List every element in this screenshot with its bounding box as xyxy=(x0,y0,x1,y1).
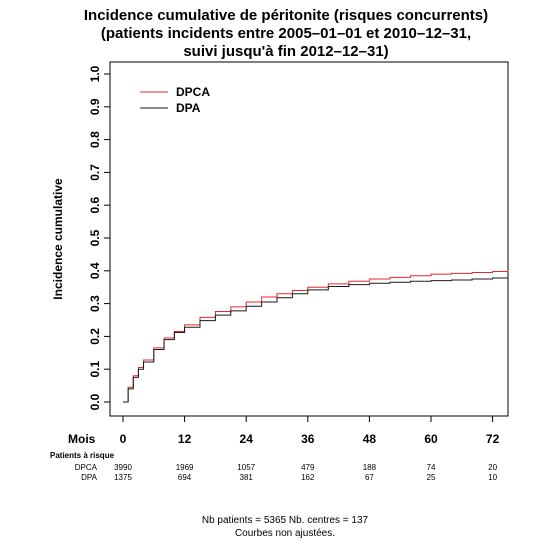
plot-frame xyxy=(109,61,509,417)
risk-table: DPCA 3990 1969 1057 479 188 74 20 DPA 1375 694 381 1… xyxy=(75,463,498,482)
series-line-dpa xyxy=(123,277,509,403)
risk-value: 10 xyxy=(488,473,497,482)
risk-value: 1969 xyxy=(176,463,194,472)
x-axis: 0 12 24 36 48 60 72 xyxy=(120,415,500,446)
risk-value: 3990 xyxy=(114,463,132,472)
risk-row-label: DPCA xyxy=(75,463,98,472)
x-tick-label: 72 xyxy=(486,432,500,446)
risk-value: 694 xyxy=(178,473,192,482)
y-tick-label: 0.2 xyxy=(88,328,102,345)
risk-value: 67 xyxy=(365,473,374,482)
risk-value: 188 xyxy=(363,463,377,472)
x-tick-label: 12 xyxy=(178,432,192,446)
risk-value: 25 xyxy=(427,473,436,482)
legend-label-dpa: DPA xyxy=(176,101,201,115)
footer-line-1: Nb patients = 5365 Nb. centres = 137 xyxy=(202,515,369,526)
x-tick-label: 0 xyxy=(120,432,127,446)
risk-row-label: DPA xyxy=(81,473,98,482)
x-tick-label: 60 xyxy=(424,432,438,446)
y-tick-label: 0.3 xyxy=(88,295,102,312)
y-tick-label: 0.4 xyxy=(88,262,102,279)
chart-title-line-3: suivi jusqu'à fin 2012–12–31) xyxy=(183,43,388,60)
risk-value: 479 xyxy=(301,463,315,472)
y-axis-label: Incidence cumulative xyxy=(51,178,65,300)
legend: DPCA DPA xyxy=(140,85,210,115)
x-axis-label: Mois xyxy=(68,432,96,446)
risk-table-header: Patients à risque xyxy=(50,451,115,460)
series-lines xyxy=(123,270,509,403)
x-tick-label: 48 xyxy=(363,432,377,446)
chart-title-line-2: (patients incidents entre 2005–01–01 et … xyxy=(101,25,471,42)
footer-line-2: Courbes non ajustées. xyxy=(235,528,335,539)
y-tick-label: 1.0 xyxy=(88,65,102,82)
x-tick-label: 36 xyxy=(301,432,315,446)
x-tick-label: 24 xyxy=(240,432,254,446)
y-tick-label: 0.7 xyxy=(88,164,102,181)
y-tick-label: 0.9 xyxy=(88,98,102,115)
risk-value: 1375 xyxy=(114,473,132,482)
chart-title-line-1: Incidence cumulative de péritonite (risq… xyxy=(84,7,488,24)
y-axis: 0.0 0.1 0.2 0.3 0.4 0.5 0.6 0.7 0.8 0.9 1.0 xyxy=(88,65,111,410)
risk-value: 74 xyxy=(427,463,436,472)
y-tick-label: 0.8 xyxy=(88,131,102,148)
risk-value: 381 xyxy=(240,473,254,482)
series-line-dpca xyxy=(123,270,509,403)
legend-label-dpca: DPCA xyxy=(176,85,210,99)
y-tick-label: 0.0 xyxy=(88,393,102,410)
y-tick-label: 0.1 xyxy=(88,361,102,378)
risk-value: 1057 xyxy=(237,463,255,472)
y-tick-label: 0.5 xyxy=(88,229,102,246)
risk-value: 20 xyxy=(488,463,497,472)
y-tick-label: 0.6 xyxy=(88,197,102,214)
risk-value: 162 xyxy=(301,473,315,482)
